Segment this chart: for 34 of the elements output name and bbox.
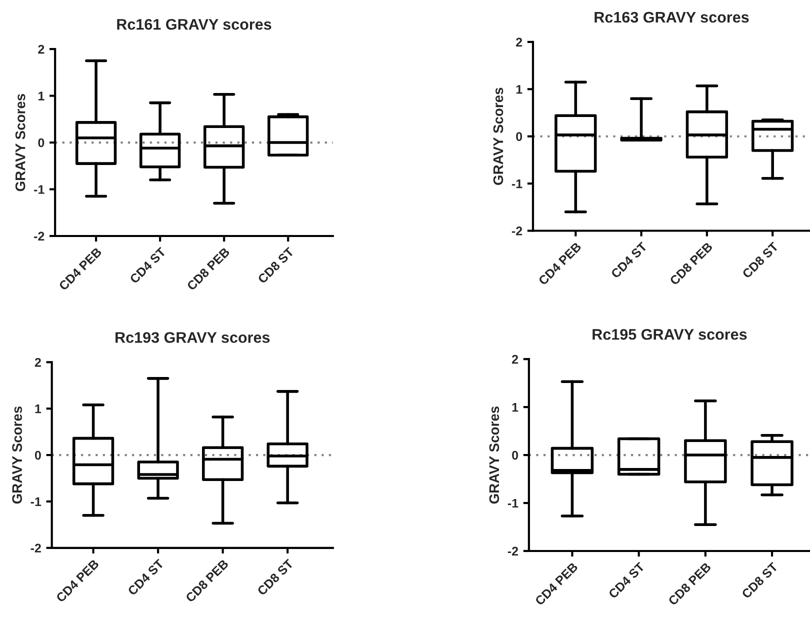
- y-tick-label: -1: [34, 185, 44, 194]
- y-tick-label: 0: [516, 132, 522, 142]
- y-tick-label: 2: [512, 354, 518, 364]
- y-tick-label: 1: [512, 402, 518, 412]
- y-axis-title: GRAVY Scores: [12, 406, 22, 504]
- y-tick-label: -2: [30, 544, 41, 552]
- y-tick-label: -1: [512, 179, 522, 188]
- y-axis-title: GRAVY Scores: [493, 88, 504, 185]
- y-tick-label: -1: [508, 498, 518, 508]
- x-tick-label: CD8 ST: [742, 242, 779, 279]
- y-tick-label: 1: [35, 404, 42, 414]
- x-tick-label: CD4 ST: [129, 246, 166, 284]
- y-tick-label: 2: [38, 44, 44, 54]
- y-tick-label: 0: [512, 450, 518, 460]
- y-tick-label: 2: [516, 38, 522, 46]
- y-tick-label: 2: [34, 358, 41, 367]
- y-tick-label: -2: [512, 226, 522, 236]
- chart-title: Rc193 GRAVY scores: [116, 332, 270, 343]
- chart-title: Rc161 GRAVY scores: [117, 18, 272, 30]
- y-tick-label: 0: [38, 138, 44, 148]
- x-tick-label: CD4 ST: [608, 562, 646, 599]
- x-tick-label: CD8 ST: [257, 246, 294, 284]
- chart-title: Rc163 GRAVY scores: [594, 12, 749, 23]
- y-axis-title: GRAVY Scores: [489, 406, 500, 504]
- y-tick-label: -2: [34, 232, 44, 241]
- x-tick-label: CD8 ST: [256, 558, 294, 596]
- y-tick-label: 1: [516, 85, 522, 94]
- y-tick-label: 0: [34, 450, 41, 460]
- y-tick-label: 1: [38, 92, 44, 100]
- y-tick-label: -2: [508, 546, 518, 556]
- y-axis-title: GRAVY Scores: [15, 94, 26, 192]
- x-tick-label: CD8 ST: [741, 562, 778, 599]
- chart-title: Rc195 GRAVY scores: [592, 328, 747, 340]
- y-tick-label: -1: [30, 497, 42, 506]
